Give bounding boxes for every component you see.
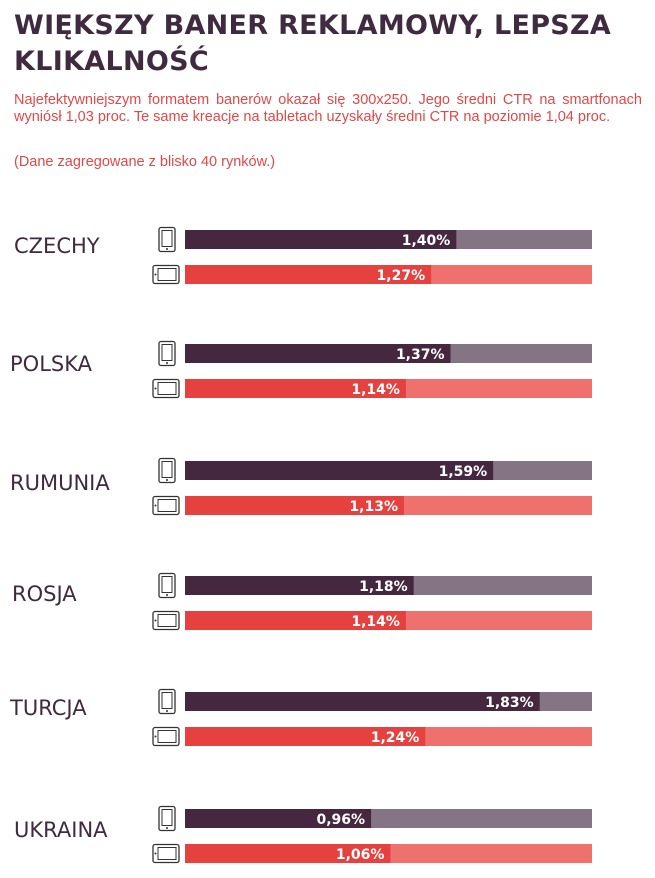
country-label: POLSKA [10,352,93,376]
tablet-icon [152,726,180,747]
smartphone-bar [185,809,372,828]
smartphone-bar [185,461,494,480]
smartphone-value-label: 1,18% [359,579,408,595]
smartphone-value-label: 1,83% [485,695,534,711]
tablet-bar [185,496,405,515]
tablet-icon [152,378,180,399]
smartphone-icon [158,805,176,832]
tablet-icon [152,610,180,631]
tablet-bar [185,265,432,284]
country-label: RUMUNIA [10,471,110,495]
tablet-icon [152,495,180,516]
smartphone-bar [185,344,451,363]
smartphone-value-label: 1,37% [396,347,445,363]
tablet-value-label: 1,27% [377,268,426,284]
tablet-value-label: 1,13% [349,499,398,515]
tablet-bar [185,611,406,630]
smartphone-value-label: 1,40% [402,233,451,249]
smartphone-bar [185,230,457,249]
tablet-icon [152,843,180,864]
smartphone-icon [158,340,176,367]
country-label: CZECHY [14,234,100,258]
country-label: TURCJA [9,696,87,720]
tablet-bar [185,844,391,863]
smartphone-icon [158,572,176,599]
tablet-value-label: 1,06% [336,847,385,863]
country-label: ROSJA [12,582,77,606]
tablet-bar [185,379,406,398]
tablet-value-label: 1,14% [351,382,400,398]
chart-subtitle: Najefektywniejszym formatem banerów okaz… [14,92,642,125]
smartphone-bar [185,576,414,595]
tablet-bar [185,727,426,746]
smartphone-value-label: 0,96% [316,812,365,828]
smartphone-icon [158,688,176,715]
country-label: UKRAINA [14,818,108,842]
smartphone-value-label: 1,59% [439,464,488,480]
chart-note: (Dane zagregowane z blisko 40 rynków.) [14,154,276,170]
chart-title: WIĘKSZY BANER REKLAMOWY, LEPSZA KLIKALNO… [14,10,612,77]
tablet-value-label: 1,14% [351,614,400,630]
smartphone-bar [185,692,540,711]
smartphone-icon [158,226,176,253]
smartphone-icon [158,457,176,484]
tablet-icon [152,264,180,285]
tablet-value-label: 1,24% [371,730,420,746]
